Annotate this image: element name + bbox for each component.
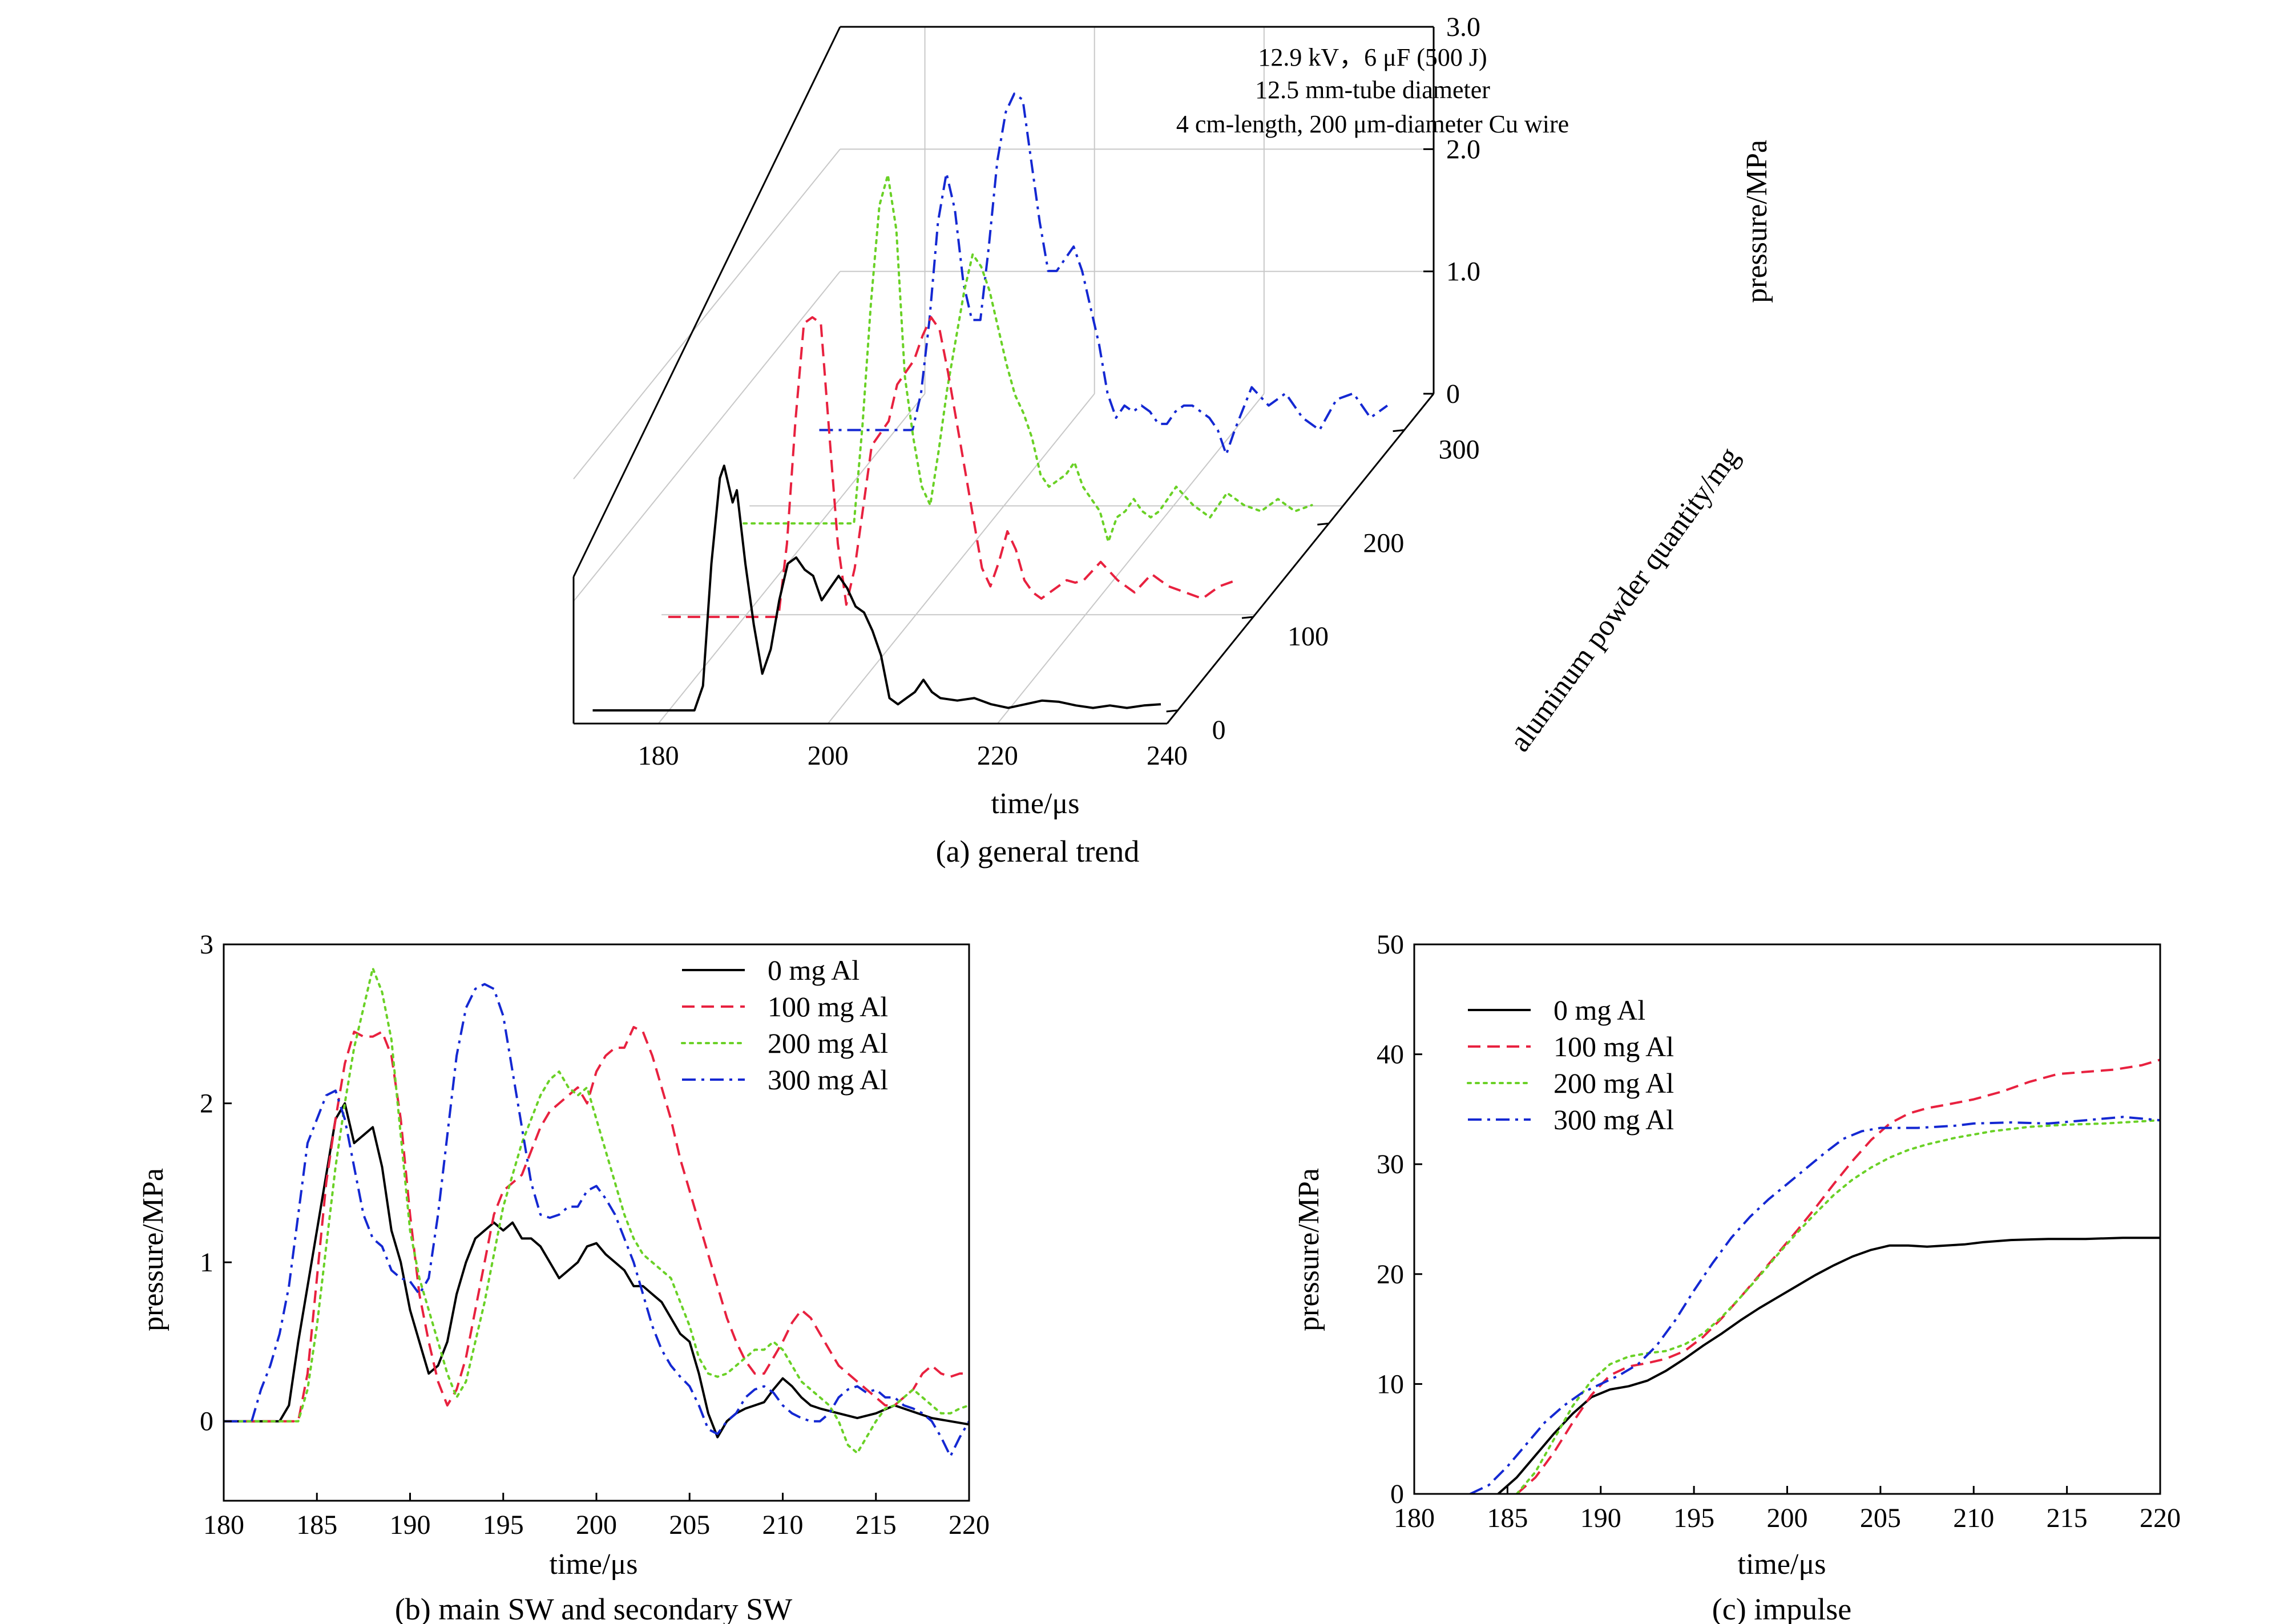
panel-a-floor-grid-1 bbox=[827, 393, 1095, 724]
panel-a-annotation-line-2: 12.5 mm-tube diameter bbox=[1255, 76, 1490, 104]
panel-c-series-line-1 bbox=[1516, 1059, 2160, 1494]
panel-b-legend: 0 mg Al 100 mg Al 200 mg Al 300 mg Al bbox=[681, 954, 888, 1096]
panel-c-y-tick-label-2: 20 bbox=[1377, 1259, 1404, 1290]
panel-a-depth-tick-mark-0 bbox=[1166, 709, 1178, 713]
panel-b-x-axis-label: time/μs bbox=[550, 1548, 638, 1581]
panel-c-x-axis-label: time/μs bbox=[1738, 1548, 1826, 1581]
panel-a-x-tick-label-3: 240 bbox=[1147, 741, 1188, 771]
panel-c-x-tick-label-4: 200 bbox=[1767, 1503, 1808, 1533]
panel-c-lines bbox=[1470, 1059, 2160, 1494]
panel-a-x-tick-label-1: 200 bbox=[808, 741, 849, 771]
panel-b-series-line-1 bbox=[224, 1025, 969, 1423]
panel-b-legend-label-3: 300 mg Al bbox=[768, 1064, 888, 1096]
panel-a-chart: 180 200 220 240 0 1.0 2.0 3.0 0 100 200 300 12.9 kV… bbox=[572, 12, 1773, 868]
panel-a-caption: (a) general trend bbox=[936, 834, 1140, 868]
panel-c-x-tick-label-2: 190 bbox=[1580, 1503, 1621, 1533]
panel-a-left-grid-0 bbox=[573, 271, 841, 602]
panel-a-left-grid-1 bbox=[573, 148, 841, 479]
panel-c-legend-label-3: 300 mg Al bbox=[1553, 1104, 1674, 1136]
panel-c-y-axis-label: pressure/MPa bbox=[1293, 1168, 1325, 1331]
panel-b-x-tick-label-0: 180 bbox=[203, 1510, 244, 1540]
panel-a-depth-tick-label-2: 200 bbox=[1363, 528, 1404, 558]
panel-b-caption: (b) main SW and secondary SW bbox=[395, 1592, 792, 1624]
panel-c-x-tick-label-6: 210 bbox=[1953, 1503, 1994, 1533]
panel-b-y-tick-label-0: 0 bbox=[200, 1407, 213, 1437]
panel-b-x-tick-label-5: 205 bbox=[669, 1510, 710, 1540]
panel-b-x-tick-label-4: 200 bbox=[576, 1510, 617, 1540]
panel-c-plot-area: 180 185 190 195 200 205 210 215 220 0 10 20 30 40 50 bbox=[1377, 930, 2181, 1533]
panel-a-x-tick-label-2: 220 bbox=[977, 741, 1018, 771]
panel-b-plot-area: 180 185 190 195 200 205 210 215 220 0 1 2 3 bbox=[200, 930, 990, 1540]
panel-a-depth-tick-mark-2 bbox=[1317, 522, 1329, 526]
panel-c-legend-label-2: 200 mg Al bbox=[1553, 1067, 1674, 1099]
panel-b-legend-label-0: 0 mg Al bbox=[768, 954, 860, 986]
panel-a-series bbox=[592, 92, 1389, 712]
panel-b-y-tick-label-3: 3 bbox=[200, 930, 213, 960]
panel-a-depth-axis bbox=[1166, 393, 1435, 724]
panel-c-legend-label-0: 0 mg Al bbox=[1553, 994, 1645, 1026]
panel-c-y-tick-label-3: 30 bbox=[1377, 1149, 1404, 1179]
panel-c-x-tick-label-8: 220 bbox=[2140, 1503, 2181, 1533]
panel-a-z-axis-label: pressure/MPa bbox=[1741, 140, 1773, 303]
panel-b-x-tick-label-7: 215 bbox=[856, 1510, 897, 1540]
panel-c-x-tick-label-5: 205 bbox=[1860, 1503, 1901, 1533]
panel-b-x-tick-label-1: 185 bbox=[296, 1510, 337, 1540]
panel-c-axes-frame bbox=[1413, 943, 2161, 1495]
panel-a-z-tick-label-0: 0 bbox=[1446, 379, 1460, 409]
panel-a-annotation-line-1: 12.9 kV，6 μF (500 J) bbox=[1258, 43, 1487, 71]
panel-a-z-tick-label-1: 1.0 bbox=[1446, 257, 1480, 287]
panel-a-floor-grid-0 bbox=[657, 393, 926, 724]
panel-c-legend: 0 mg Al 100 mg Al 200 mg Al 300 mg Al bbox=[1467, 994, 1674, 1136]
panel-c-chart: 180 185 190 195 200 205 210 215 220 0 10 20 30 40 50 t… bbox=[1293, 930, 2181, 1624]
panel-a-series-line-3 bbox=[819, 92, 1389, 456]
panel-a-frame bbox=[572, 26, 1435, 725]
panel-a-top-left-edge bbox=[572, 26, 841, 577]
panel-b-y-tick-label-2: 2 bbox=[200, 1089, 213, 1119]
panel-a-floor-grid-2 bbox=[997, 393, 1265, 724]
panel-b-x-tick-label-6: 210 bbox=[762, 1510, 804, 1540]
panel-c-x-tick-label-1: 185 bbox=[1487, 1503, 1528, 1533]
panel-a-series-line-2 bbox=[743, 173, 1313, 543]
panel-c-series-line-0 bbox=[1497, 1237, 2160, 1494]
panel-b-series-line-0 bbox=[224, 1102, 969, 1439]
panel-c-x-tick-label-7: 215 bbox=[2047, 1503, 2088, 1533]
panel-b-x-tick-label-2: 190 bbox=[390, 1510, 431, 1540]
panel-c-series-line-3 bbox=[1470, 1116, 2160, 1494]
panel-a-depth-tick-mark-1 bbox=[1241, 616, 1254, 619]
panel-c-legend-label-1: 100 mg Al bbox=[1553, 1031, 1674, 1063]
panel-c-y-tick-label-4: 40 bbox=[1377, 1040, 1404, 1070]
panel-b-legend-label-2: 200 mg Al bbox=[768, 1027, 888, 1059]
panel-c-series-line-2 bbox=[1515, 1119, 2160, 1494]
panel-a-z-tick-label-2: 2.0 bbox=[1446, 134, 1480, 164]
panel-a-annotation-line-3: 4 cm-length, 200 μm-diameter Cu wire bbox=[1176, 110, 1569, 138]
panel-c-x-tick-label-0: 180 bbox=[1394, 1503, 1435, 1533]
panel-a-depth-axis-label: aluminum powder quantity/mg bbox=[1503, 441, 1746, 758]
panel-a-z-tick-label-3: 3.0 bbox=[1446, 12, 1480, 42]
panel-a-series-line-1 bbox=[668, 316, 1237, 619]
panel-a-x-axis-label: time/μs bbox=[991, 787, 1080, 820]
panel-b-x-tick-label-8: 220 bbox=[949, 1510, 990, 1540]
panel-a-depth-tick-label-3: 300 bbox=[1439, 435, 1480, 465]
panel-b-y-axis-label: pressure/MPa bbox=[137, 1168, 170, 1331]
panel-a-depth-tick-label-1: 100 bbox=[1288, 621, 1329, 652]
panel-c-y-tick-label-5: 50 bbox=[1377, 930, 1404, 960]
panel-c-y-tick-label-1: 10 bbox=[1377, 1369, 1404, 1399]
panel-b-legend-label-1: 100 mg Al bbox=[768, 991, 888, 1023]
panel-a-series-line-0 bbox=[592, 464, 1161, 712]
panel-a-depth-tick-label-0: 0 bbox=[1212, 715, 1226, 745]
panel-c-y-tick-label-0: 0 bbox=[1390, 1479, 1404, 1509]
panel-a-depth-tick-mark-3 bbox=[1393, 429, 1405, 433]
panel-c-caption: (c) impulse bbox=[1712, 1592, 1851, 1624]
panel-a-ticks: 180 200 220 240 0 1.0 2.0 3.0 0 100 200 300 bbox=[638, 12, 1480, 771]
panel-c-x-tick-label-3: 195 bbox=[1673, 1503, 1714, 1533]
panel-b-x-tick-label-3: 195 bbox=[483, 1510, 524, 1540]
panel-b-lines bbox=[224, 967, 969, 1457]
panel-b-series-line-3 bbox=[224, 983, 969, 1457]
panel-b-series-line-2 bbox=[224, 967, 969, 1455]
panel-a-x-tick-label-0: 180 bbox=[638, 741, 679, 771]
panel-b-y-tick-label-1: 1 bbox=[200, 1247, 213, 1278]
